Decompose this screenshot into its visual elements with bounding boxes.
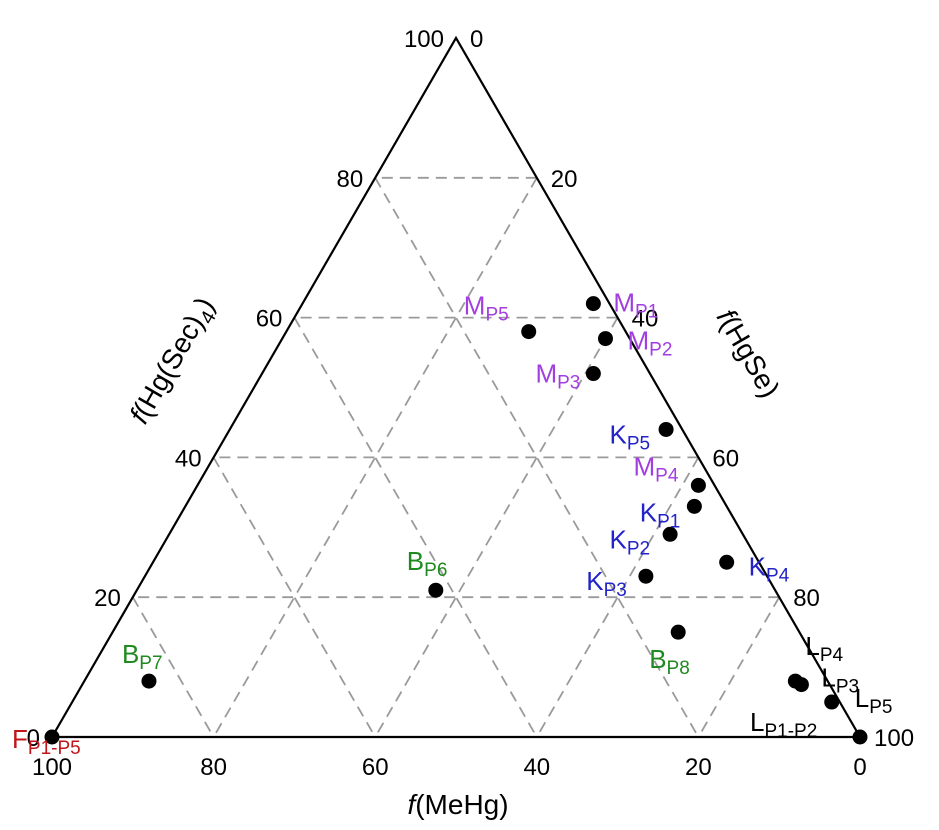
point-label: BP7 <box>122 639 163 674</box>
data-point <box>670 624 686 640</box>
point-label: LP1-P2 <box>750 707 817 742</box>
point-label: KP2 <box>610 524 651 559</box>
data-point <box>658 421 674 437</box>
point-label: MP3 <box>535 359 580 394</box>
tick-label-left: 100 <box>404 26 444 53</box>
axis-title-bottom: f(MeHg) <box>407 789 508 820</box>
tick-label-bottom: 60 <box>362 754 389 781</box>
data-point <box>662 526 678 542</box>
tick-label-left: 60 <box>256 306 283 333</box>
point-label: KP3 <box>586 566 627 601</box>
data-point <box>44 729 60 745</box>
tick-label-right: 80 <box>793 585 820 612</box>
point-label: KP4 <box>749 551 790 586</box>
tick-label-bottom: 20 <box>685 754 712 781</box>
point-label: BP8 <box>649 644 690 679</box>
grid-line <box>132 596 215 738</box>
point-label: BP6 <box>407 546 448 581</box>
data-point <box>852 729 868 745</box>
grid-line <box>697 596 780 738</box>
point-label: MP2 <box>627 326 672 361</box>
point-label: LP3 <box>821 663 859 698</box>
data-point <box>690 477 706 493</box>
tick-label-bottom: 80 <box>200 754 227 781</box>
triangle-frame <box>50 35 862 739</box>
axis-title-left: f(Hg(Sec)4) <box>123 292 225 432</box>
tick-label-left: 20 <box>94 585 121 612</box>
point-label: KP1 <box>640 497 681 532</box>
point-label: MP1 <box>613 288 658 323</box>
tick-label-left: 80 <box>336 166 363 193</box>
data-point <box>141 673 157 689</box>
data-point <box>521 324 537 340</box>
data-point <box>585 366 601 382</box>
data-point <box>793 677 809 693</box>
tick-label-right: 40 <box>632 306 659 333</box>
tick-label-right: 0 <box>470 26 483 53</box>
tick-label-bottom: 40 <box>523 754 550 781</box>
point-label: MP4 <box>633 451 678 486</box>
tick-label-right: 20 <box>551 166 578 193</box>
grid-line <box>293 317 538 738</box>
tick-label-bottom: 0 <box>853 754 866 781</box>
point-label: LP4 <box>805 631 843 666</box>
data-point <box>585 296 601 312</box>
tick-label-left: 40 <box>175 445 202 472</box>
data-point <box>686 498 702 514</box>
point-label: FP1-P5 <box>12 724 81 759</box>
tick-label-right: 60 <box>712 445 739 472</box>
point-label: KP5 <box>609 419 650 454</box>
axis-titles: f(Hg(Sec)4) f(HgSe) f(MeHg) <box>123 292 785 820</box>
data-points <box>44 296 868 745</box>
tick-label-right: 100 <box>874 725 914 752</box>
tick-label-left: 0 <box>27 725 40 752</box>
grid-lines <box>132 176 780 738</box>
data-point <box>824 694 840 710</box>
data-point <box>597 331 613 347</box>
data-point <box>428 582 444 598</box>
data-point <box>719 554 735 570</box>
point-label: LP5 <box>855 683 893 718</box>
tick-label-bottom: 100 <box>32 754 72 781</box>
axis-title-right: f(HgSe) <box>711 304 786 403</box>
grid-line <box>374 317 619 738</box>
point-label: MP5 <box>464 291 509 326</box>
data-point <box>638 568 654 584</box>
